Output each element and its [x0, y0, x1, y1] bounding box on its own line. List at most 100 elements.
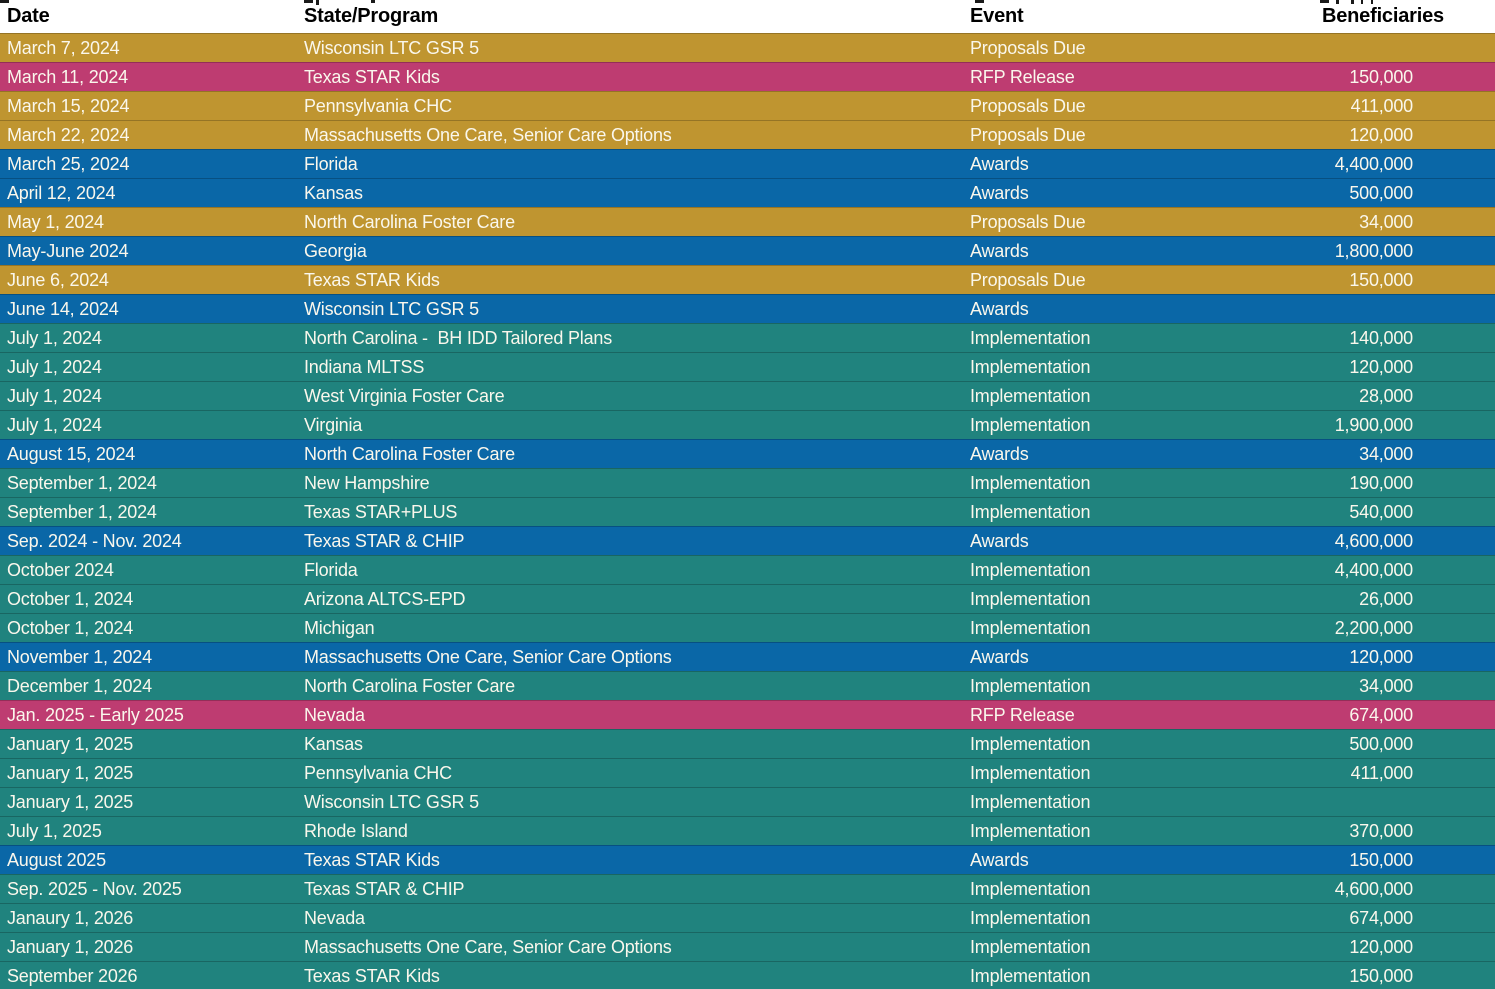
cell-beneficiaries: 2,200,000 — [1334, 617, 1413, 638]
cell-state-program: Texas STAR+PLUS — [304, 501, 458, 522]
cell-beneficiaries: 674,000 — [1349, 704, 1413, 725]
cell-state-program: Massachusetts One Care, Senior Care Opti… — [304, 124, 672, 145]
cell-event: Implementation — [970, 733, 1091, 754]
cell-event: Awards — [970, 240, 1029, 261]
table-row: July 1, 2024 West Virginia Foster Care I… — [0, 381, 1495, 410]
table-row: July 1, 2025 Rhode Island Implementation… — [0, 816, 1495, 845]
cell-state-program: Pennsylvania CHC — [304, 762, 452, 783]
table-row: December 1, 2024 North Carolina Foster C… — [0, 671, 1495, 700]
cell-state-program: Texas STAR & CHIP — [304, 878, 465, 899]
cell-date: October 2024 — [7, 559, 114, 580]
cell-event: Implementation — [970, 965, 1091, 986]
table-row: May-June 2024 Georgia Awards 1,800,000 — [0, 236, 1495, 265]
cell-beneficiaries: 411,000 — [1350, 762, 1414, 783]
cell-event: Implementation — [970, 936, 1091, 957]
table-row: August 15, 2024 North Carolina Foster Ca… — [0, 439, 1495, 468]
cell-state-program: Georgia — [304, 240, 367, 261]
table-row: March 15, 2024 Pennsylvania CHC Proposal… — [0, 91, 1495, 120]
cell-event: Implementation — [970, 472, 1091, 493]
cell-event: Implementation — [970, 356, 1091, 377]
table-row: March 25, 2024 Florida Awards 4,400,000 — [0, 149, 1495, 178]
cell-event: Awards — [970, 153, 1029, 174]
cell-state-program: Michigan — [304, 617, 375, 638]
cell-event: Implementation — [970, 878, 1091, 899]
cell-event: Implementation — [970, 588, 1091, 609]
cell-event: RFP Release — [970, 704, 1075, 725]
table-row: March 11, 2024 Texas STAR Kids RFP Relea… — [0, 62, 1495, 91]
cell-date: Janaury 1, 2026 — [7, 907, 134, 928]
cell-state-program: North Carolina Foster Care — [304, 211, 515, 232]
table-row: June 6, 2024 Texas STAR Kids Proposals D… — [0, 265, 1495, 294]
table-row: January 1, 2025 Kansas Implementation 50… — [0, 729, 1495, 758]
cell-beneficiaries: 140,000 — [1349, 327, 1413, 348]
cell-state-program: Kansas — [304, 733, 363, 754]
cell-date: Sep. 2024 - Nov. 2024 — [7, 530, 182, 551]
table-body: March 7, 2024 Wisconsin LTC GSR 5 Propos… — [0, 33, 1495, 989]
cell-date: March 22, 2024 — [7, 124, 130, 145]
cell-state-program: Florida — [304, 559, 358, 580]
table-row: July 1, 2024 Virginia Implementation 1,9… — [0, 410, 1495, 439]
cell-event: Implementation — [970, 907, 1091, 928]
cell-date: June 6, 2024 — [7, 269, 109, 290]
table-row: March 22, 2024 Massachusetts One Care, S… — [0, 120, 1495, 149]
cell-state-program: Texas STAR Kids — [304, 849, 440, 870]
cell-state-program: Arizona ALTCS-EPD — [304, 588, 466, 609]
table-row: May 1, 2024 North Carolina Foster Care P… — [0, 207, 1495, 236]
table-row: October 1, 2024 Arizona ALTCS-EPD Implem… — [0, 584, 1495, 613]
table-row: July 1, 2024 Indiana MLTSS Implementatio… — [0, 352, 1495, 381]
table-row: September 1, 2024 Texas STAR+PLUS Implem… — [0, 497, 1495, 526]
cell-beneficiaries: 28,000 — [1359, 385, 1413, 406]
cell-beneficiaries: 4,600,000 — [1334, 878, 1413, 899]
cell-date: July 1, 2025 — [7, 820, 102, 841]
cell-beneficiaries: 190,000 — [1349, 472, 1413, 493]
cell-beneficiaries: 500,000 — [1349, 182, 1413, 203]
cell-beneficiaries: 34,000 — [1359, 211, 1413, 232]
cell-state-program: Pennsylvania CHC — [304, 95, 452, 116]
cell-state-program: Texas STAR Kids — [304, 269, 440, 290]
cell-date: September 1, 2024 — [7, 501, 157, 522]
cell-state-program: Indiana MLTSS — [304, 356, 425, 377]
cell-date: July 1, 2024 — [7, 327, 102, 348]
cell-event: Implementation — [970, 327, 1091, 348]
cell-date: March 15, 2024 — [7, 95, 130, 116]
column-header-event: Event — [970, 5, 1024, 27]
cell-state-program: North Carolina - BH IDD Tailored Plans — [304, 327, 612, 348]
cell-beneficiaries: 34,000 — [1359, 443, 1413, 464]
cell-beneficiaries: 120,000 — [1349, 124, 1413, 145]
cell-event: Implementation — [970, 501, 1091, 522]
cell-beneficiaries: 120,000 — [1349, 356, 1413, 377]
table-row: September 2026 Texas STAR Kids Implement… — [0, 961, 1495, 989]
column-header-state-program: State/Program — [304, 5, 439, 27]
cell-state-program: West Virginia Foster Care — [304, 385, 505, 406]
cell-date: January 1, 2025 — [7, 733, 134, 754]
cell-event: Proposals Due — [970, 124, 1086, 145]
table-row: Sep. 2025 - Nov. 2025 Texas STAR & CHIP … — [0, 874, 1495, 903]
cell-date: Jan. 2025 - Early 2025 — [7, 704, 184, 725]
cell-date: July 1, 2024 — [7, 414, 102, 435]
cell-date: August 15, 2024 — [7, 443, 136, 464]
cell-date: September 1, 2024 — [7, 472, 157, 493]
table-row: August 2025 Texas STAR Kids Awards 150,0… — [0, 845, 1495, 874]
cell-date: October 1, 2024 — [7, 617, 134, 638]
cell-date: May 1, 2024 — [7, 211, 104, 232]
cell-date: Sep. 2025 - Nov. 2025 — [7, 878, 182, 899]
cell-date: September 2026 — [7, 965, 138, 986]
table-row: June 14, 2024 Wisconsin LTC GSR 5 Awards — [0, 294, 1495, 323]
cell-event: Implementation — [970, 820, 1091, 841]
cell-date: August 2025 — [7, 849, 106, 870]
table-row: Jan. 2025 - Early 2025 Nevada RFP Releas… — [0, 700, 1495, 729]
cell-state-program: Wisconsin LTC GSR 5 — [304, 37, 479, 58]
cell-state-program: Wisconsin LTC GSR 5 — [304, 791, 479, 812]
cell-beneficiaries: 370,000 — [1349, 820, 1413, 841]
table-row: October 2024 Florida Implementation 4,40… — [0, 555, 1495, 584]
cell-state-program: Texas STAR Kids — [304, 66, 440, 87]
cell-beneficiaries: 34,000 — [1359, 675, 1413, 696]
cell-beneficiaries: 150,000 — [1349, 849, 1413, 870]
cell-state-program: Florida — [304, 153, 358, 174]
cell-event: Implementation — [970, 791, 1091, 812]
cell-state-program: Massachusetts One Care, Senior Care Opti… — [304, 936, 672, 957]
table-row: November 1, 2024 Massachusetts One Care,… — [0, 642, 1495, 671]
cell-date: October 1, 2024 — [7, 588, 134, 609]
table-row: April 12, 2024 Kansas Awards 500,000 — [0, 178, 1495, 207]
cell-event: Awards — [970, 849, 1029, 870]
